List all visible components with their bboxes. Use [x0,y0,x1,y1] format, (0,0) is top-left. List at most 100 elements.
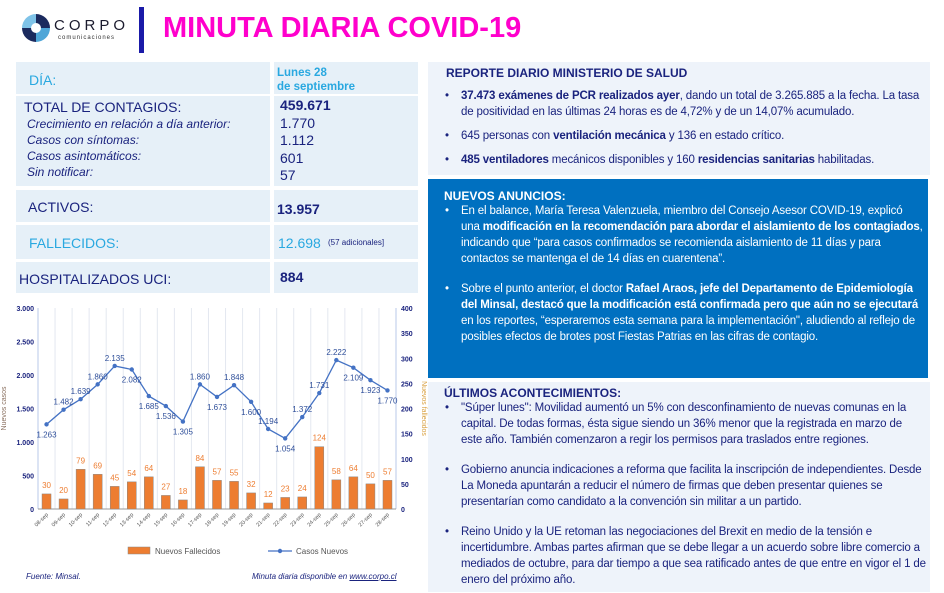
fallecidos-value-cell: 12.698 (57 adicionales] [274,225,418,259]
bar-fallecidos [41,493,52,510]
text: 645 personas con [461,130,554,142]
x-tick-label: 14-sep [136,512,152,528]
line-data-label: 1.600 [241,408,262,417]
crecimiento-value: 1.770 [280,114,316,131]
line-data-label: 1.263 [37,430,58,439]
reporte-section: REPORTE DIARIO MINISTERIO DE SALUD 37.47… [428,62,930,175]
bar-data-label: 55 [230,468,239,477]
line-point [385,388,390,393]
bar-data-label: 58 [332,467,341,476]
line-point [214,394,220,400]
line-data-label: 2.109 [343,374,364,383]
x-tick-label: 21-sep [255,512,271,528]
reporte-item: 645 personas con ventilación mecánica y … [428,128,930,144]
x-tick-label: 18-sep [204,512,220,528]
line-point [129,367,134,372]
activos-label: ACTIVOS: [28,199,94,215]
reporte-item: 485 ventiladores mecánicos disponibles y… [428,152,930,168]
availability-text: Minuta diaria disponible en [252,572,350,581]
line-data-label: 1.372 [292,405,313,414]
ultimos-section: ÚLTIMOS ACONTECIMIENTOS: "Súper lunes": … [428,382,930,592]
text: Gobierno anuncia indicaciones a reforma … [461,464,922,508]
anuncios-title: NUEVOS ANUNCIOS: [444,189,566,203]
x-tick-label: 28-sep [375,512,391,528]
dia-value-cell: Lunes 28 de septiembre [274,62,418,94]
dia-value-line2: de septiembre [277,81,355,93]
corpo-link[interactable]: www.corpo.cl [349,572,397,581]
bar-fallecidos [75,469,86,510]
uci-value-cell: 884 [274,262,418,293]
line-point [163,403,169,409]
bar-data-label: 23 [281,484,290,493]
x-tick-label: 12-sep [102,512,118,528]
anuncios-section: NUEVOS ANUNCIOS: En el balance, María Te… [428,179,928,378]
text: en los reportes, “esperaremos esta seman… [461,315,916,343]
line-point [197,382,203,387]
legend-fallecidos: Nuevos Fallecidos [155,547,220,556]
bar-fallecidos [314,446,325,510]
bar-fallecidos [246,492,256,510]
dia-label: DÍA: [29,72,57,88]
sintomas-value: 1.112 [280,132,314,148]
logo-mark-icon [22,14,50,42]
bar-data-label: 18 [178,487,187,496]
line-data-label: 1.685 [139,402,160,411]
availability-note: Minuta diaria disponible en www.corpo.cl [252,572,397,581]
bar-data-label: 64 [144,464,153,473]
y2-tick-label: 0 [401,507,405,514]
x-tick-label: 27-sep [358,512,374,528]
x-tick-label: 23-sep [290,512,306,528]
text: Reino Unido y la UE retoman las negociac… [461,526,926,586]
y-axis-title: Nuevos casos [1,386,8,430]
line-point [61,407,66,412]
bar-fallecidos [92,474,103,510]
bar-fallecidos [127,481,137,510]
bar-data-label: 57 [383,467,392,476]
bar-data-label: 12 [264,490,273,499]
line-data-label: 1.923 [360,386,381,395]
line-data-label: 1.194 [258,417,279,426]
y-tick-label: 1.500 [16,407,34,414]
bar-fallecidos [212,480,222,510]
line-data-label: 1.731 [309,381,330,390]
x-tick-label: 11-sep [85,512,101,528]
x-tick-label: 26-sep [341,512,357,528]
x-tick-label: 20-sep [238,512,254,528]
y2-tick-label: 200 [401,407,413,414]
bold-text: ventilación mecánica [553,130,666,142]
bar-fallecidos [229,481,239,510]
line-data-label: 1.305 [173,428,194,437]
bar-fallecidos [263,502,273,510]
y2-tick-label: 250 [401,381,413,388]
x-tick-label: 17-sep [187,512,203,528]
bar-fallecidos [297,496,307,510]
y-tick-label: 2.000 [16,373,34,380]
source-note: Fuente: Minsal. [26,572,81,581]
x-tick-label: 19-sep [221,512,237,528]
bar-fallecidos [280,497,290,510]
text: Sobre el punto anterior, el doctor [461,283,626,295]
bar-data-label: 50 [366,471,375,480]
bar-data-label: 45 [110,473,119,482]
line-data-label: 1.639 [71,387,92,396]
activos-label-cell: ACTIVOS: [16,190,270,222]
fallecidos-value: 12.698 [278,235,321,251]
corpo-logo: CORPO comunicaciones [22,14,132,46]
text: y 136 en estado crítico. [665,130,785,142]
bar-fallecidos [144,476,154,510]
y-tick-label: 3.000 [16,306,34,313]
bold-text: residencias sanitarias [697,154,815,166]
y2-tick-label: 400 [401,306,413,313]
logo-name: CORPO [54,17,130,34]
ultimos-title: ÚLTIMOS ACONTECIMIENTOS: [444,386,622,400]
y-tick-label: 500 [22,474,34,481]
ultimos-item: Gobierno anuncia indicaciones a reforma … [428,462,930,510]
reporte-list: 37.473 exámenes de PCR realizados ayer, … [428,88,930,168]
x-tick-label: 15-sep [153,512,169,528]
ultimos-item: "Súper lunes": Movilidad aumentó un 5% c… [428,400,930,448]
uci-value: 884 [280,269,304,285]
ultimos-list: "Súper lunes": Movilidad aumentó un 5% c… [428,400,930,588]
right-column: REPORTE DIARIO MINISTERIO DE SALUD 37.47… [428,62,930,592]
sintomas-label: Casos con síntomas: [27,133,140,147]
bar-data-label: 79 [76,456,85,465]
